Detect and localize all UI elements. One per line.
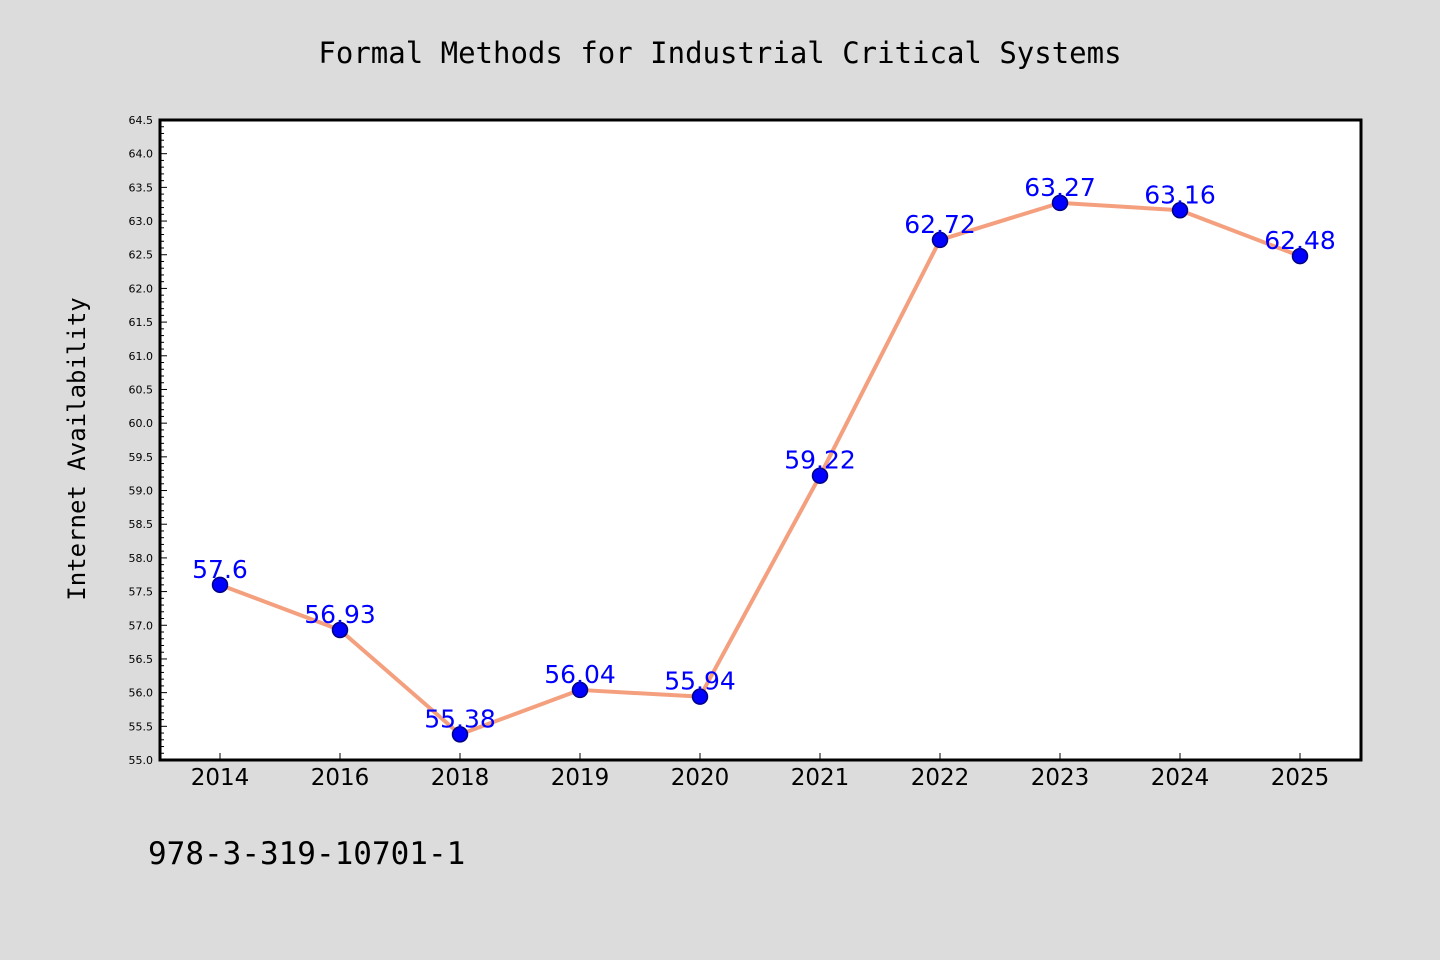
data-point-marker — [931, 231, 949, 249]
y-tick-label: 63.5 — [129, 181, 154, 194]
y-tick-label: 56.0 — [129, 687, 154, 700]
x-tick-label: 2023 — [1031, 765, 1090, 791]
data-point-marker — [1171, 202, 1189, 219]
y-tick-label: 63.0 — [129, 215, 154, 228]
data-label: 57.6 — [192, 555, 248, 584]
x-tick-label: 2022 — [911, 765, 970, 791]
y-tick-label: 58.5 — [129, 518, 154, 531]
x-tick-label: 2021 — [791, 765, 850, 791]
data-label: 62.48 — [1264, 226, 1336, 255]
data-point-marker — [1291, 247, 1309, 265]
x-tick-label: 2019 — [551, 765, 610, 791]
y-tick-label: 61.0 — [129, 350, 154, 363]
y-tick-label: 57.0 — [129, 619, 154, 632]
x-axis-ticks: 2014 2016 2018 2019 2020 2021 2022 2023 2024 2025 — [191, 753, 1330, 791]
data-label: 59.22 — [784, 446, 856, 475]
y-tick-label: 64.5 — [129, 114, 154, 127]
data-point-marker — [571, 681, 589, 699]
x-tick-label: 2025 — [1271, 765, 1330, 791]
y-tick-label: 55.0 — [129, 754, 154, 767]
chart-title: Formal Methods for Industrial Critical S… — [318, 36, 1121, 70]
y-tick-label: 62.0 — [129, 282, 154, 295]
y-tick-label: 62.5 — [129, 249, 154, 262]
data-point-marker — [691, 688, 709, 705]
marker-group — [211, 194, 1309, 743]
y-tick-label: 56.5 — [129, 653, 154, 666]
data-point-marker — [811, 467, 829, 484]
data-point-marker — [1051, 194, 1069, 212]
data-label: 63.16 — [1144, 180, 1216, 209]
data-label-group: 57.6 56.93 55.38 56.04 55.94 59.22 62.72 63.27 6… — [192, 173, 1336, 734]
y-tick-label: 58.0 — [129, 552, 154, 565]
data-label: 56.93 — [304, 600, 376, 629]
y-tick-label: 60.5 — [129, 383, 154, 396]
data-label: 55.94 — [664, 667, 736, 696]
data-point-marker — [211, 576, 229, 594]
x-tick-label: 2016 — [311, 765, 370, 791]
data-label: 63.27 — [1024, 173, 1096, 202]
y-axis-label: Internet Availability — [63, 297, 91, 600]
plot-area — [158, 118, 1363, 762]
x-tick-label: 2024 — [1151, 765, 1210, 791]
series-line — [219, 200, 1301, 737]
data-point-marker — [451, 726, 469, 743]
data-point-marker — [331, 621, 349, 639]
y-tick-label: 57.5 — [129, 586, 154, 599]
x-tick-label: 2014 — [191, 765, 250, 791]
data-label: 55.38 — [424, 704, 496, 733]
footnote-isbn: 978-3-319-10701-1 — [148, 836, 465, 872]
series-line-group — [219, 200, 1301, 737]
y-tick-label: 61.5 — [129, 316, 154, 329]
data-label: 56.04 — [544, 660, 616, 689]
x-tick-label: 2020 — [671, 765, 730, 791]
y-tick-label: 59.5 — [129, 451, 154, 464]
x-tick-label: 2018 — [431, 765, 490, 791]
y-tick-label: 59.0 — [129, 485, 154, 498]
y-axis-ticks: 55.0 55.5 56.0 56.5 57.0 57.5 58.0 58.5 59.0 59.5… — [129, 114, 167, 767]
y-tick-label: 60.0 — [129, 417, 154, 430]
data-label: 62.72 — [904, 210, 976, 239]
y-tick-label: 55.5 — [129, 720, 154, 733]
y-tick-label: 64.0 — [129, 148, 154, 161]
